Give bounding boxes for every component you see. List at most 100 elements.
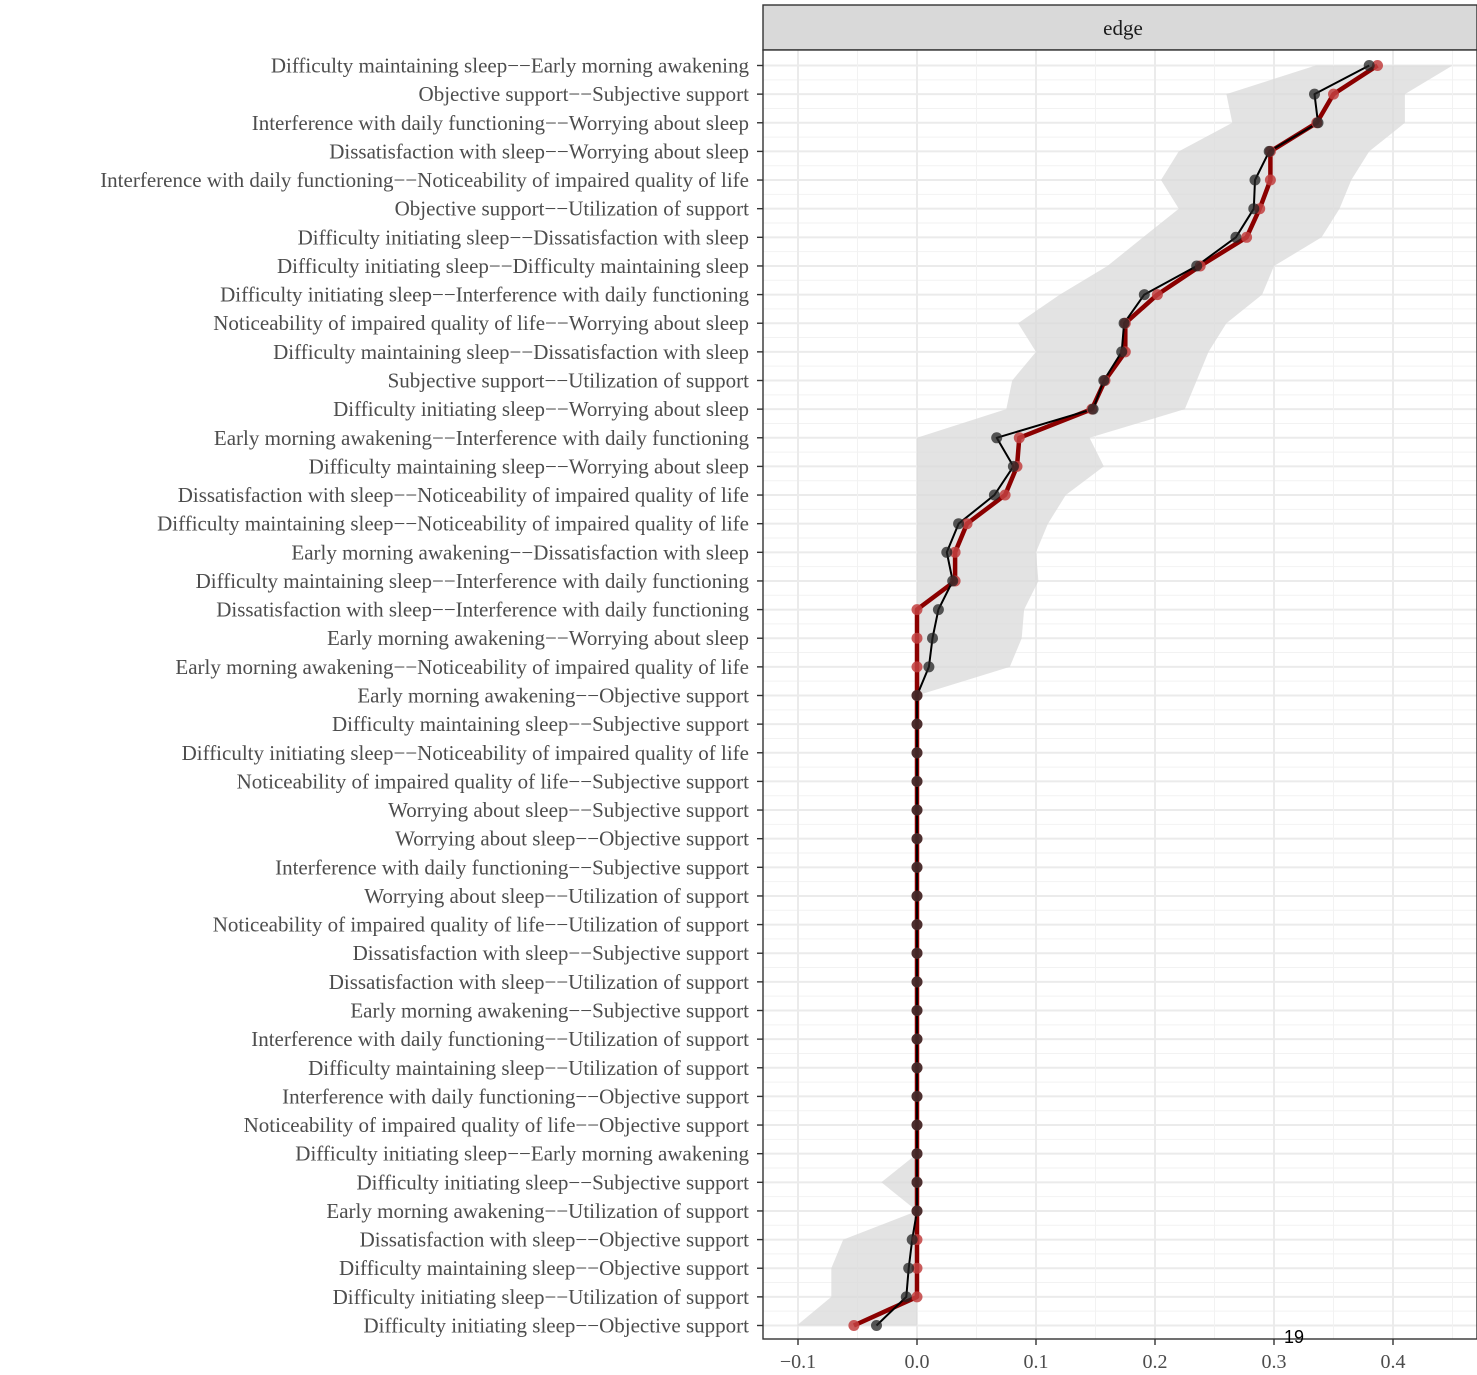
y-tick-label: Noticeability of impaired quality of lif… (237, 769, 750, 793)
y-tick-label: Early morning awakening−−Objective suppo… (357, 684, 749, 708)
y-tick-label: Noticeability of impaired quality of lif… (244, 1113, 750, 1137)
y-tick-label: Noticeability of impaired quality of lif… (213, 913, 749, 937)
y-tick-label: Difficulty initiating sleep−−Dissatisfac… (298, 225, 749, 249)
bootstrap_mean-point (1241, 231, 1253, 243)
y-tick-label: Difficulty initiating sleep−−Subjective … (357, 1170, 750, 1194)
sample-point (991, 432, 1003, 444)
sample-point (953, 518, 965, 530)
sample-point (911, 1119, 923, 1131)
y-tick-label: Dissatisfaction with sleep−−Utilization … (329, 970, 749, 994)
y-tick-label: Difficulty initiating sleep−−Utilization… (333, 1285, 750, 1309)
sample-point (1118, 317, 1130, 329)
y-tick-label: Difficulty maintaining sleep−−Worrying a… (309, 454, 749, 478)
sample-point (911, 833, 923, 845)
y-tick-label: Difficulty initiating sleep−−Worrying ab… (333, 397, 749, 421)
y-tick-label: Early morning awakening−−Dissatisfaction… (291, 540, 749, 564)
sample-point (932, 604, 944, 616)
sample-point (1138, 289, 1150, 301)
sample-point (1087, 403, 1099, 415)
facet-strip-background (762, 4, 1477, 51)
sample-point (911, 1205, 923, 1217)
y-tick-label: Early morning awakening−−Worrying about … (327, 626, 749, 650)
y-tick-label: Difficulty maintaining sleep−−Noticeabil… (157, 512, 749, 536)
sample-point (911, 1005, 923, 1016)
sample-point (1249, 174, 1261, 186)
bootstrap_mean-point (911, 632, 923, 644)
sample-point (911, 718, 923, 730)
y-tick-label: Dissatisfaction with sleep−−Worrying abo… (329, 139, 749, 163)
sample-point (911, 690, 923, 701)
sample-point (911, 919, 923, 931)
x-tick-label: 0.1 (1024, 1351, 1049, 1373)
y-tick-label: Difficulty initiating sleep−−Noticeabili… (182, 741, 749, 765)
bootstrap_mean-point (1151, 289, 1163, 301)
sample-point (1309, 88, 1320, 100)
bootstrap_mean-point (1264, 174, 1276, 186)
y-tick-label: Interference with daily functioning−−Sub… (275, 855, 749, 879)
sample-point (911, 1090, 923, 1102)
sample-point (988, 489, 1000, 501)
series-points (848, 60, 1383, 1331)
bootstrap_mean-point (848, 1320, 860, 1331)
sample-point (1363, 60, 1375, 71)
page-number: 19 (1284, 1327, 1305, 1347)
sample-point (1312, 117, 1324, 129)
sample-point (1116, 346, 1128, 358)
x-tick-label: 0.2 (1143, 1351, 1168, 1373)
y-tick-label: Worrying about sleep−−Subjective support (388, 798, 749, 822)
y-tick-label: Difficulty maintaining sleep−−Objective … (339, 1256, 749, 1280)
bootstrap_mean-point (999, 489, 1011, 501)
sample-point (911, 947, 923, 959)
y-tick-label: Difficulty maintaining sleep−−Dissatisfa… (273, 340, 749, 364)
x-tick-label: 0.3 (1262, 1351, 1287, 1373)
sample-point (911, 1148, 923, 1160)
y-tick-label: Noticeability of impaired quality of lif… (213, 311, 749, 335)
sample-point (927, 632, 938, 644)
y-tick-label: Dissatisfaction with sleep−−Interference… (216, 598, 749, 622)
y-tick-label: Early morning awakening−−Utilization of … (326, 1199, 749, 1223)
sample-point (911, 890, 923, 902)
sample-point (911, 747, 923, 759)
sample-point (900, 1291, 912, 1303)
y-tick-label: Difficulty initiating sleep−−Interferenc… (220, 283, 749, 307)
y-tick-label: Difficulty initiating sleep−−Early morni… (295, 1142, 749, 1166)
sample-point (911, 861, 923, 873)
y-tick-label: Objective support−−Subjective support (419, 82, 750, 106)
y-tick-label: Difficulty initiating sleep−−Difficulty … (277, 254, 749, 278)
facet-strip: edge (762, 4, 1477, 51)
sample-point (923, 661, 935, 673)
sample-point (1263, 145, 1275, 157)
y-tick-label: Dissatisfaction with sleep−−Noticeabilit… (178, 483, 749, 507)
y-tick-label: Worrying about sleep−−Objective support (395, 827, 749, 851)
sample-point (911, 1062, 923, 1074)
y-tick-label: Interference with daily functioning−−Obj… (282, 1084, 749, 1108)
x-tick-label: −0.1 (780, 1351, 816, 1373)
bootstrap_mean-point (1372, 60, 1383, 71)
y-tick-label: Subjective support−−Utilization of suppo… (388, 369, 750, 393)
sample-point (1007, 460, 1019, 472)
sample-point (941, 546, 953, 558)
confidence-band (796, 65, 1453, 1326)
sample-point (911, 976, 923, 988)
y-tick-label: Difficulty maintaining sleep−−Subjective… (332, 712, 749, 736)
panel-border (762, 49, 1477, 1340)
y-tick-label: Worrying about sleep−−Utilization of sup… (364, 884, 749, 908)
x-axis: −0.1 0.0 0.1 0.2 0.3 0.4 (780, 1339, 1406, 1373)
sample-point (903, 1262, 915, 1274)
bootstrap_mean-point (911, 1291, 923, 1303)
y-tick-label: Objective support−−Utilization of suppor… (395, 197, 750, 221)
confidence-band-area (796, 65, 1453, 1326)
bootstrap_mean-point (1013, 432, 1025, 444)
sample-point (871, 1320, 882, 1331)
bootstrap_mean-point (911, 661, 923, 673)
x-tick-label: 0.4 (1381, 1351, 1406, 1373)
sample-point (1098, 375, 1110, 386)
y-tick-label: Interference with daily functioning−−Uti… (251, 1027, 749, 1051)
sample-point (911, 1033, 923, 1045)
sample-point (947, 575, 959, 587)
sample-point (1230, 231, 1242, 243)
y-tick-label: Difficulty maintaining sleep−−Interferen… (196, 569, 750, 593)
bootstrap_mean-point (911, 604, 923, 616)
y-tick-label: Difficulty maintaining sleep−−Early morn… (271, 54, 750, 78)
